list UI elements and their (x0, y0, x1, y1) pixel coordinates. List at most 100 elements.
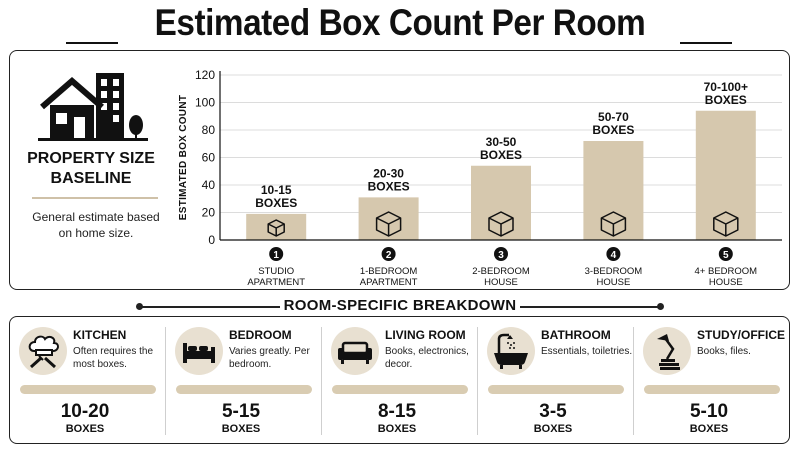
room-separator (477, 327, 478, 435)
box-icon (600, 211, 627, 237)
heading-rule-right (520, 306, 660, 308)
y-axis-label: ESTIMATED BOX COUNT (178, 95, 189, 221)
room-box-unit: BOXES (533, 423, 573, 435)
room-separator (321, 327, 322, 435)
room-description: Books, electronics, decor. (385, 346, 469, 370)
room-box-unit: BOXES (221, 423, 261, 435)
bedroom-icon-badge (175, 327, 223, 375)
y-tick-label: 120 (195, 68, 215, 82)
x-tick-label: 3-BEDROOM (585, 266, 643, 277)
house-building-icon (38, 73, 148, 141)
x-tick-label: APARTMENT (247, 277, 305, 287)
room-name: BATHROOM (541, 328, 611, 342)
room-separator (165, 327, 166, 435)
desk-lamp-icon (657, 334, 680, 370)
room-divider-bar (176, 385, 312, 394)
room-divider-bar (488, 385, 624, 394)
baseline-description: General estimate based on home size. (32, 210, 160, 240)
x-tick-label: STUDIO (258, 266, 294, 277)
category-number: 3 (498, 250, 504, 261)
room-box-count: 8-15 (377, 401, 417, 422)
x-tick-label: HOUSE (484, 277, 518, 287)
heading-dot-right (657, 303, 664, 310)
x-tick-label: 2-BEDROOM (472, 266, 530, 277)
y-tick-label: 0 (208, 233, 215, 247)
box-icon (488, 211, 514, 237)
x-tick-label: HOUSE (597, 277, 631, 287)
x-tick-label: 1-BEDROOM (360, 266, 418, 277)
study-office-icon-badge (643, 327, 691, 375)
kitchen-icon-badge (19, 327, 67, 375)
breakdown-heading: ROOM-SPECIFIC BREAKDOWN (283, 297, 517, 314)
data-label-unit: BOXES (705, 93, 747, 107)
room-name: STUDY/OFFICE (697, 328, 786, 342)
heading-dot-left (136, 303, 143, 310)
data-label-range: 30-50 (486, 135, 517, 149)
y-tick-label: 100 (195, 96, 215, 110)
box-icon (375, 211, 402, 237)
room-separator (633, 327, 634, 435)
room-box-unit: BOXES (65, 423, 105, 435)
room-breakdown-panel: KITCHEN Often requires the most boxes. 1… (9, 316, 790, 444)
breakdown-heading-row: ROOM-SPECIFIC BREAKDOWN (0, 297, 800, 317)
room-box-count: 10-20 (60, 401, 110, 422)
baseline-title: PROPERTY SIZE BASELINE (27, 150, 155, 187)
room-name: LIVING ROOM (385, 328, 466, 342)
room-description: Varies greatly. Per bedroom. (229, 346, 310, 370)
x-tick-label: HOUSE (709, 277, 743, 287)
living-room-icon-badge (331, 327, 379, 375)
category-number: 5 (723, 250, 729, 261)
room-box-count: 5-15 (221, 401, 261, 422)
chef-hat-icon (28, 335, 59, 369)
category-number: 1 (273, 250, 279, 261)
category-number-badge (718, 247, 733, 261)
data-label-range: 20-30 (373, 166, 404, 180)
room-card-bedroom: BEDROOM Varies greatly. Per bedroom. 5-1… (166, 317, 322, 443)
baseline-column: PROPERTY SIZE BASELINE General estimate … (10, 51, 172, 289)
room-divider-bar (20, 385, 156, 394)
x-tick-label: 4+ BEDROOM (695, 266, 758, 277)
bar (695, 110, 756, 240)
room-name: BEDROOM (229, 328, 292, 342)
bed-icon (183, 343, 215, 363)
category-number: 2 (386, 250, 392, 261)
x-tick-label: APARTMENT (360, 277, 418, 287)
category-number: 4 (611, 250, 617, 261)
data-label-range: 70-100+ (704, 80, 748, 94)
data-label-unit: BOXES (368, 179, 410, 193)
category-number-badge (381, 247, 396, 261)
room-card-study-office: STUDY/OFFICE Books, files. 5-10 BOXES (634, 317, 790, 443)
y-tick-label: 60 (202, 151, 216, 165)
room-box-unit: BOXES (377, 423, 417, 435)
baseline-divider (32, 197, 158, 199)
y-tick-label: 40 (202, 178, 216, 192)
page-title: Estimated Box Count Per Room (154, 2, 646, 43)
room-box-count: 5-10 (689, 401, 729, 422)
room-box-unit: BOXES (689, 423, 729, 435)
y-tick-label: 20 (202, 206, 216, 220)
box-icon (713, 211, 739, 237)
title-rule-left (66, 42, 118, 44)
room-card-living-room: LIVING ROOM Books, electronics, decor. 8… (322, 317, 478, 443)
room-name: KITCHEN (73, 328, 127, 342)
category-number-badge (269, 247, 284, 261)
property-size-panel: PROPERTY SIZE BASELINE General estimate … (9, 50, 790, 290)
category-number-badge (494, 247, 508, 261)
bathtub-icon (494, 333, 528, 369)
room-card-kitchen: KITCHEN Often requires the most boxes. 1… (10, 317, 166, 443)
bathroom-icon-badge (487, 327, 535, 375)
data-label-unit: BOXES (592, 123, 634, 137)
data-label-range: 50-70 (598, 110, 629, 124)
room-divider-bar (332, 385, 468, 394)
box-icon (267, 219, 285, 237)
data-label-unit: BOXES (480, 148, 522, 162)
room-box-count: 3-5 (539, 401, 567, 422)
category-number-badge (606, 247, 621, 261)
y-tick-label: 80 (202, 123, 216, 137)
title-rule-right (680, 42, 732, 44)
room-description: Books, files. (697, 346, 751, 357)
room-description: Essentials, toiletries. (541, 346, 633, 357)
sofa-icon (338, 341, 372, 364)
room-card-bathroom: BATHROOM Essentials, toiletries. 3-5 BOX… (478, 317, 634, 443)
